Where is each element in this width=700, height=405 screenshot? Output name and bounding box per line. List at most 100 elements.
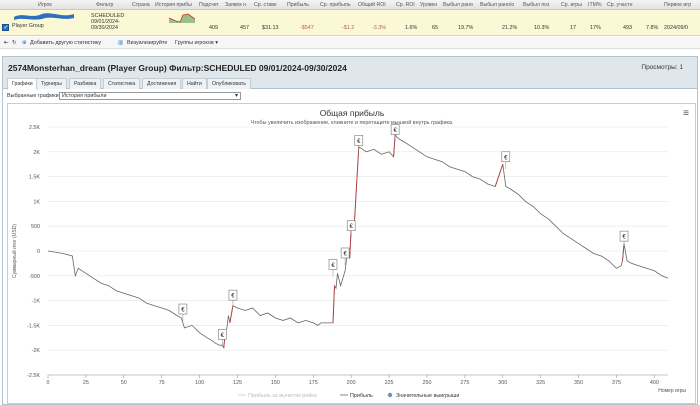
chart-select-label: Выбранные графики: <box>7 93 61 99</box>
profit-chart: Общая прибыль Чтобы увеличить изображение… <box>7 103 696 404</box>
total-roi-value: -3.3% <box>372 25 387 31</box>
early-out-value: 19.7% <box>458 25 474 31</box>
table-row[interactable]: Player Group SCHEDULED 09/01/2024- 09/30… <box>0 10 700 36</box>
tab-charts[interactable]: Графики <box>7 78 38 90</box>
avg-profit-value: -$1.2 <box>342 25 355 31</box>
tab-find[interactable]: Найти <box>182 78 207 89</box>
profit-series-line <box>47 133 669 349</box>
x-tick-label: 125 <box>233 380 242 386</box>
coeff-value: 7.8% <box>646 25 659 31</box>
chart-menu-icon[interactable]: ≡ <box>683 108 689 119</box>
big-win-segment <box>353 146 360 227</box>
col-early-out[interactable]: Выбыл ранo <box>443 2 473 8</box>
views-count: Просмотры: 1 <box>641 64 683 71</box>
y-tick-label: -2.5K <box>27 373 40 379</box>
y-tick-label: 2.5K <box>29 125 40 131</box>
x-tick-label: 0 <box>47 380 50 386</box>
col-late-out[interactable]: Выбыл поз <box>523 2 550 8</box>
page-title: 2574Monsterhan_dream (Player Group) Филь… <box>8 63 347 73</box>
x-tick-label: 50 <box>121 380 127 386</box>
col-filter[interactable]: Фильтр <box>96 2 114 8</box>
x-tick-label: 175 <box>309 380 318 386</box>
col-player[interactable]: Игрок <box>38 2 52 8</box>
tab-publish[interactable]: Опубликовать <box>207 78 251 89</box>
tab-breakdown[interactable]: Разбивка <box>69 78 102 89</box>
big-win-flag <box>218 329 227 340</box>
avg-roi-value: 1.6% <box>405 25 418 31</box>
visualize-link[interactable]: Визуализируйте <box>127 40 168 46</box>
col-level[interactable]: Уровен <box>420 2 438 8</box>
player-groups-menu[interactable]: Группы игроков ▾ <box>175 40 218 46</box>
col-avg-profit[interactable]: Ср. прибыль <box>320 2 351 8</box>
entries-value: 457 <box>240 25 249 31</box>
big-win-flag <box>228 289 238 301</box>
avg-entrants-value: 493 <box>623 25 632 31</box>
col-avg-entrants[interactable]: Ср. участн <box>607 2 633 8</box>
col-profit[interactable]: Прибыль <box>287 2 309 8</box>
y-tick-label: 1.5K <box>29 175 40 181</box>
y-tick-label: 0 <box>37 249 40 255</box>
x-tick-label: 200 <box>347 380 356 386</box>
col-profit-history[interactable]: История прибы <box>155 2 192 8</box>
legend-big-wins-label: Значительные выигрыши <box>396 393 459 399</box>
count-value: 409 <box>209 25 218 31</box>
legend-rake-label: Прибыль за вычетом рейка <box>248 392 317 399</box>
chart-select[interactable]: История прибыли <box>59 92 241 100</box>
level-value: 65 <box>432 25 438 31</box>
avg-games-value: 17 <box>570 25 576 31</box>
add-stat-icon[interactable]: ⊕ <box>22 40 27 46</box>
first-page-icon[interactable]: ⇤ <box>4 40 9 46</box>
refresh-icon[interactable]: ↻ <box>12 40 17 46</box>
col-country[interactable]: Страна <box>132 2 150 8</box>
x-tick-label: 25 <box>83 380 89 386</box>
x-tick-label: 400 <box>650 380 659 386</box>
grid-toolbar: ⇤ ↻ ⊕ Добавить другую статистику ▥ Визуа… <box>0 37 700 49</box>
x-axis-label: Номер игры <box>658 388 686 394</box>
grid-header: Игрок Фильтр Страна История прибы Подсче… <box>0 0 700 10</box>
col-early-out-2[interactable]: Выбыл ранo/о <box>480 2 515 8</box>
y-tick-label: -1.5K <box>27 323 40 329</box>
filter-name: SCHEDULED <box>91 13 125 19</box>
x-tick-label: 325 <box>536 380 545 386</box>
big-win-flag <box>328 259 338 270</box>
y-tick-label: -500 <box>29 274 40 280</box>
col-avg-stake[interactable]: Ср. ставк <box>254 2 277 8</box>
legend-big-wins-marker <box>387 392 393 398</box>
big-win-flag-label: € <box>221 333 225 339</box>
chart-icon[interactable]: ▥ <box>118 40 124 46</box>
big-win-flag-label: € <box>181 308 185 314</box>
row-checkbox[interactable] <box>2 24 9 31</box>
tab-tournaments[interactable]: Турниры <box>36 78 67 89</box>
x-tick-label: 225 <box>385 380 394 386</box>
big-win-segment <box>494 164 504 187</box>
tab-statistics[interactable]: Статистика <box>103 78 141 89</box>
col-avg-roi[interactable]: Ср. ROI <box>396 2 415 8</box>
tab-achievements[interactable]: Достижения <box>142 78 182 89</box>
col-first-game[interactable]: Первое игр <box>664 2 692 8</box>
big-win-segment <box>332 285 335 323</box>
big-win-flag <box>619 230 629 242</box>
y-axis-label: Суммарный итог (USD) <box>11 224 18 278</box>
player-name-scribble <box>14 13 74 20</box>
y-tick-label: -1K <box>32 299 41 305</box>
col-entries[interactable]: Заявок н <box>225 2 246 8</box>
x-tick-label: 100 <box>195 380 204 386</box>
big-win-flag-label: € <box>350 224 354 230</box>
filter-date-from: 09/01/2024- <box>91 19 120 25</box>
col-itm[interactable]: ITM% <box>588 2 602 8</box>
legend-profit-label: Прибыль <box>350 393 373 399</box>
y-tick-label: 2K <box>33 150 40 156</box>
big-win-flag <box>501 151 511 163</box>
first-game-value: 2024/09/0 <box>664 25 688 31</box>
big-win-flag-label: € <box>331 263 335 269</box>
big-win-flag-label: € <box>622 235 626 241</box>
x-tick-label: 350 <box>574 380 583 386</box>
col-count[interactable]: Подсчет <box>199 2 219 8</box>
x-tick-label: 75 <box>159 380 165 386</box>
col-total-roi[interactable]: Общий ROI <box>358 2 386 8</box>
col-avg-games[interactable]: Ср. игры <box>561 2 582 8</box>
x-tick-label: 300 <box>498 380 507 386</box>
add-stats-link[interactable]: Добавить другую статистику <box>30 40 102 46</box>
player-group-label: Player Group <box>12 23 44 29</box>
